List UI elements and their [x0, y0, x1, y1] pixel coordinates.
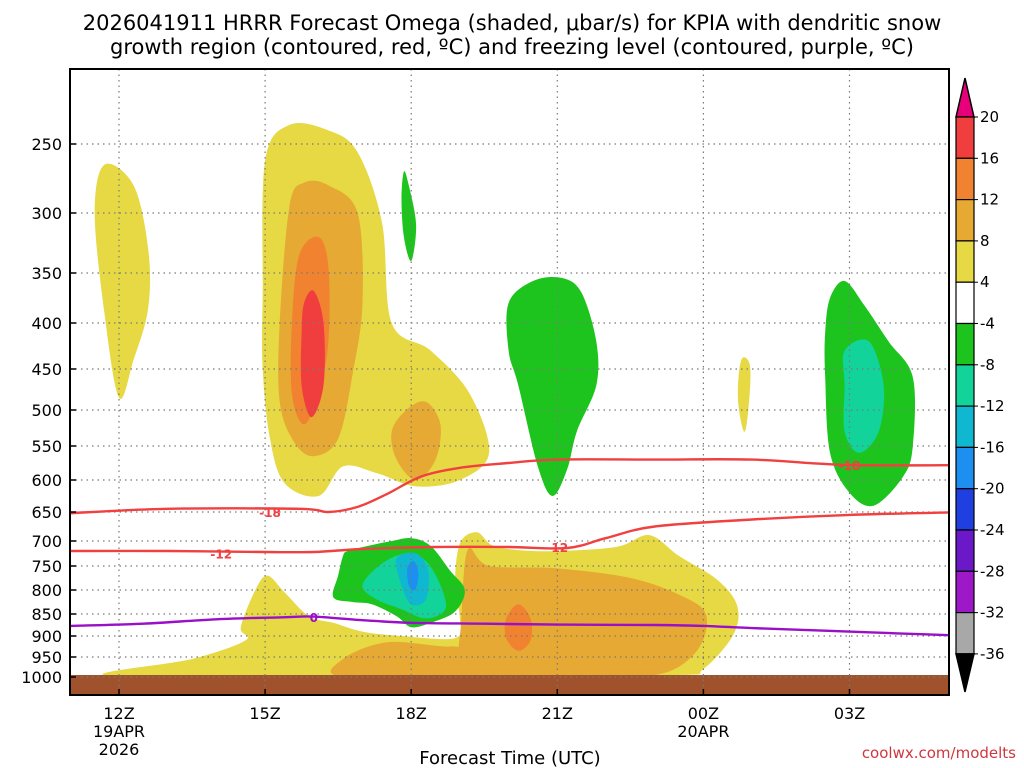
contour-label-2: -12	[210, 548, 232, 562]
x-axis-label: Forecast Time (UTC)	[419, 748, 600, 768]
omega-region-9-level-12	[504, 604, 532, 651]
y-tick-label-750: 750	[31, 557, 62, 576]
colorbar-label-1: 16	[980, 149, 999, 167]
colorbar-label-6: -8	[980, 356, 995, 374]
colorbar-label-3: 8	[980, 232, 990, 250]
colorbar-label-13: -36	[980, 645, 1005, 663]
y-tick-label-400: 400	[31, 314, 62, 333]
omega-region-6-level-4	[737, 357, 751, 432]
colorbar-label-2: 12	[980, 191, 999, 209]
y-tick-label-500: 500	[31, 401, 62, 420]
colorbar-label-8: -16	[980, 438, 1005, 456]
colorbar-swatch-4	[955, 240, 975, 283]
omega-region-15-level--4	[506, 276, 599, 497]
omega-region-10-level--4	[401, 171, 417, 262]
colorbar-label-7: -12	[980, 397, 1005, 415]
x-tick-label-03Z: 03Z	[834, 704, 865, 723]
contour-line-4	[70, 615, 949, 637]
x-tick-label-12Z: 12Z	[103, 704, 134, 723]
x-tick-label-21Z: 21Z	[542, 704, 573, 723]
omega-region-4-level-16	[300, 290, 325, 418]
y-tick-label-350: 350	[31, 264, 62, 283]
omega-region-0-level-4	[94, 163, 151, 399]
temperature-contours	[70, 458, 949, 637]
colorbar-swatch-1	[955, 116, 975, 159]
x-tick-date-12Z: 19APR	[93, 722, 145, 741]
colorbar-swatch-10	[955, 488, 975, 531]
colorbar-label-11: -28	[980, 562, 1005, 580]
y-tick-label-800: 800	[31, 581, 62, 600]
contour-line-2	[70, 511, 949, 554]
y-tick-label-300: 300	[31, 204, 62, 223]
y-tick-label-600: 600	[31, 471, 62, 490]
omega-colorbar: 20 16 12 8 4 -4 -8 -12 -16 -20 -24 -28 -32 -36	[955, 77, 1005, 693]
colorbar-label-5: -4	[980, 315, 995, 333]
colorbar-swatch-5	[955, 281, 975, 325]
x-tick-label-15Z: 15Z	[249, 704, 280, 723]
contour-label-4: 0	[310, 611, 318, 625]
omega-region-14-level--16	[407, 560, 419, 591]
x-tick-date-00Z: 20APR	[677, 722, 729, 741]
y-tick-label-250: 250	[31, 135, 62, 154]
colorbar-swatch-2	[955, 157, 975, 201]
colorbar-swatch-9	[955, 446, 975, 490]
plot-frame	[69, 68, 950, 696]
grid-lines	[70, 69, 949, 695]
y-tick-label-900: 900	[31, 627, 62, 646]
colorbar-label-9: -20	[980, 480, 1005, 498]
y-tick-label-950: 950	[31, 648, 62, 667]
colorbar-swatch-8	[955, 405, 975, 449]
chart-title-line-2: growth region (contoured, red, ºC) and f…	[110, 35, 914, 59]
credit-text: coolwx.com/modelts	[862, 744, 1016, 762]
colorbar-swatch-7	[955, 364, 975, 407]
contour-label-1: -18	[839, 459, 861, 473]
colorbar-label-12: -32	[980, 604, 1005, 622]
y-tick-label-550: 550	[31, 437, 62, 456]
pressure-axis: 250 300 350 400 450 500 550 600 650 700 750 800 850 9…	[21, 135, 76, 687]
y-tick-label-450: 450	[31, 360, 62, 379]
colorbar-label-0: 20	[980, 108, 999, 126]
colorbar-swatch-3	[955, 199, 975, 242]
ground-below-surface	[70, 675, 949, 695]
x-tick-year-12Z: 2026	[99, 740, 140, 759]
x-tick-label-18Z: 18Z	[396, 704, 427, 723]
y-tick-label-650: 650	[31, 503, 62, 522]
contour-labels: -18 -18 -12 -12 0	[210, 459, 861, 625]
colorbar-label-10: -24	[980, 521, 1005, 539]
colorbar-label-4: 4	[980, 273, 990, 291]
colorbar-top-triangle	[955, 77, 975, 118]
colorbar-swatch-12	[955, 570, 975, 614]
y-tick-label-700: 700	[31, 532, 62, 551]
omega-shaded-regions	[94, 122, 916, 679]
contour-label-0: -18	[259, 506, 281, 520]
colorbar-swatch-13	[955, 611, 975, 655]
contour-label-3: -12	[546, 541, 568, 555]
contour-line-0	[70, 458, 949, 515]
x-tick-label-00Z: 00Z	[688, 704, 719, 723]
colorbar-swatch-11	[955, 529, 975, 572]
omega-region-17-level--8	[842, 339, 885, 453]
omega-region-5-level-8	[391, 401, 441, 480]
y-tick-label-1000: 1000	[21, 668, 62, 687]
colorbar-swatch-6	[955, 322, 975, 366]
chart-title-line-1: 2026041911 HRRR Forecast Omega (shaded, …	[83, 11, 942, 35]
y-tick-label-850: 850	[31, 605, 62, 624]
ground-layer	[70, 675, 949, 695]
colorbar-bottom-triangle	[955, 653, 975, 693]
